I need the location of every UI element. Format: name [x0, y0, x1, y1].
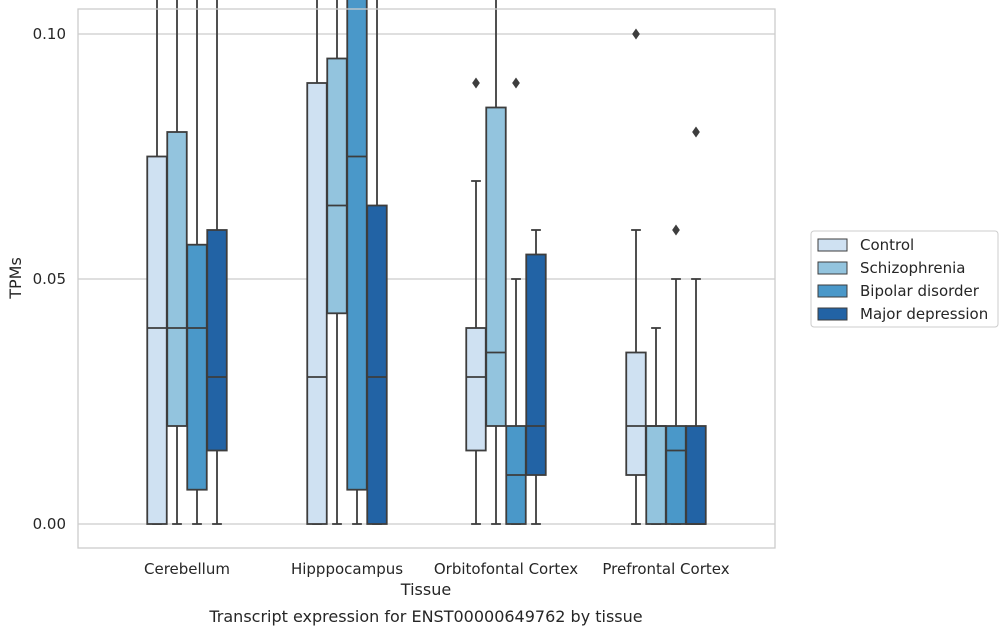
outlier-point [512, 77, 520, 89]
plot-area-frame [77, 8, 776, 549]
x-tick-label: Cerebellum [144, 560, 230, 578]
x-axis-title: Tissue [400, 580, 451, 599]
legend-label: Major depression [860, 305, 988, 323]
y-tick-label: 0.05 [33, 270, 66, 288]
box-body [206, 229, 228, 452]
box-body [366, 204, 388, 525]
box-major-depression [525, 229, 547, 525]
y-axis-ticks: 0.000.050.100.150.200.250.300.350.40 [33, 25, 66, 533]
legend-swatch [817, 261, 848, 275]
box-schizophrenia [326, 0, 348, 525]
box-schizophrenia [166, 0, 188, 525]
box-major-depression [685, 126, 707, 525]
box-body [645, 425, 667, 525]
legend-swatch [817, 238, 848, 252]
x-tick-label: Hipppocampus [291, 560, 403, 578]
box-bipolar-disorder [346, 0, 368, 525]
box-major-depression [206, 0, 228, 525]
box-body [485, 106, 507, 427]
y-axis-title: TPMs [6, 257, 25, 300]
box-control [306, 0, 328, 525]
box-control [146, 0, 168, 525]
outlier-point [472, 77, 480, 89]
box-control [625, 28, 647, 525]
y-tick-label: 0.00 [33, 515, 66, 533]
box-body [525, 253, 547, 476]
box-body [685, 425, 707, 525]
box-body [465, 327, 487, 452]
x-tick-label: Prefrontal Cortex [602, 560, 729, 578]
box-schizophrenia [485, 0, 507, 525]
box-control [465, 77, 487, 525]
legend-label: Control [860, 236, 914, 254]
legend-label: Schizophrenia [860, 259, 965, 277]
box-body [665, 425, 687, 525]
box-series [146, 0, 707, 525]
box-body [326, 57, 348, 315]
legend-swatch [817, 284, 848, 298]
box-bipolar-disorder [186, 0, 208, 525]
box-body [346, 0, 368, 491]
chart-caption: Transcript expression for ENST0000064976… [208, 607, 642, 626]
box-schizophrenia [645, 327, 667, 525]
x-tick-label: Orbitofontal Cortex [434, 560, 578, 578]
box-body [166, 131, 188, 427]
legend: Control Schizophrenia Bipolar disorder Majo… [810, 230, 999, 328]
box-bipolar-disorder [505, 77, 527, 525]
outlier-point [672, 224, 680, 236]
legend-frame [810, 230, 999, 328]
x-axis-ticks: Cerebellum Hipppocampus Orbitofontal Corte… [144, 560, 730, 578]
box-body [186, 243, 208, 491]
box-major-depression [366, 0, 388, 525]
box-body [146, 155, 168, 525]
box-bipolar-disorder [665, 224, 687, 525]
outlier-point [632, 28, 640, 40]
box-body [306, 82, 328, 525]
box-body [625, 351, 647, 476]
y-tick-label: 0.10 [33, 25, 66, 43]
legend-label: Bipolar disorder [860, 282, 980, 300]
outlier-point [692, 126, 700, 138]
legend-swatch [817, 307, 848, 321]
